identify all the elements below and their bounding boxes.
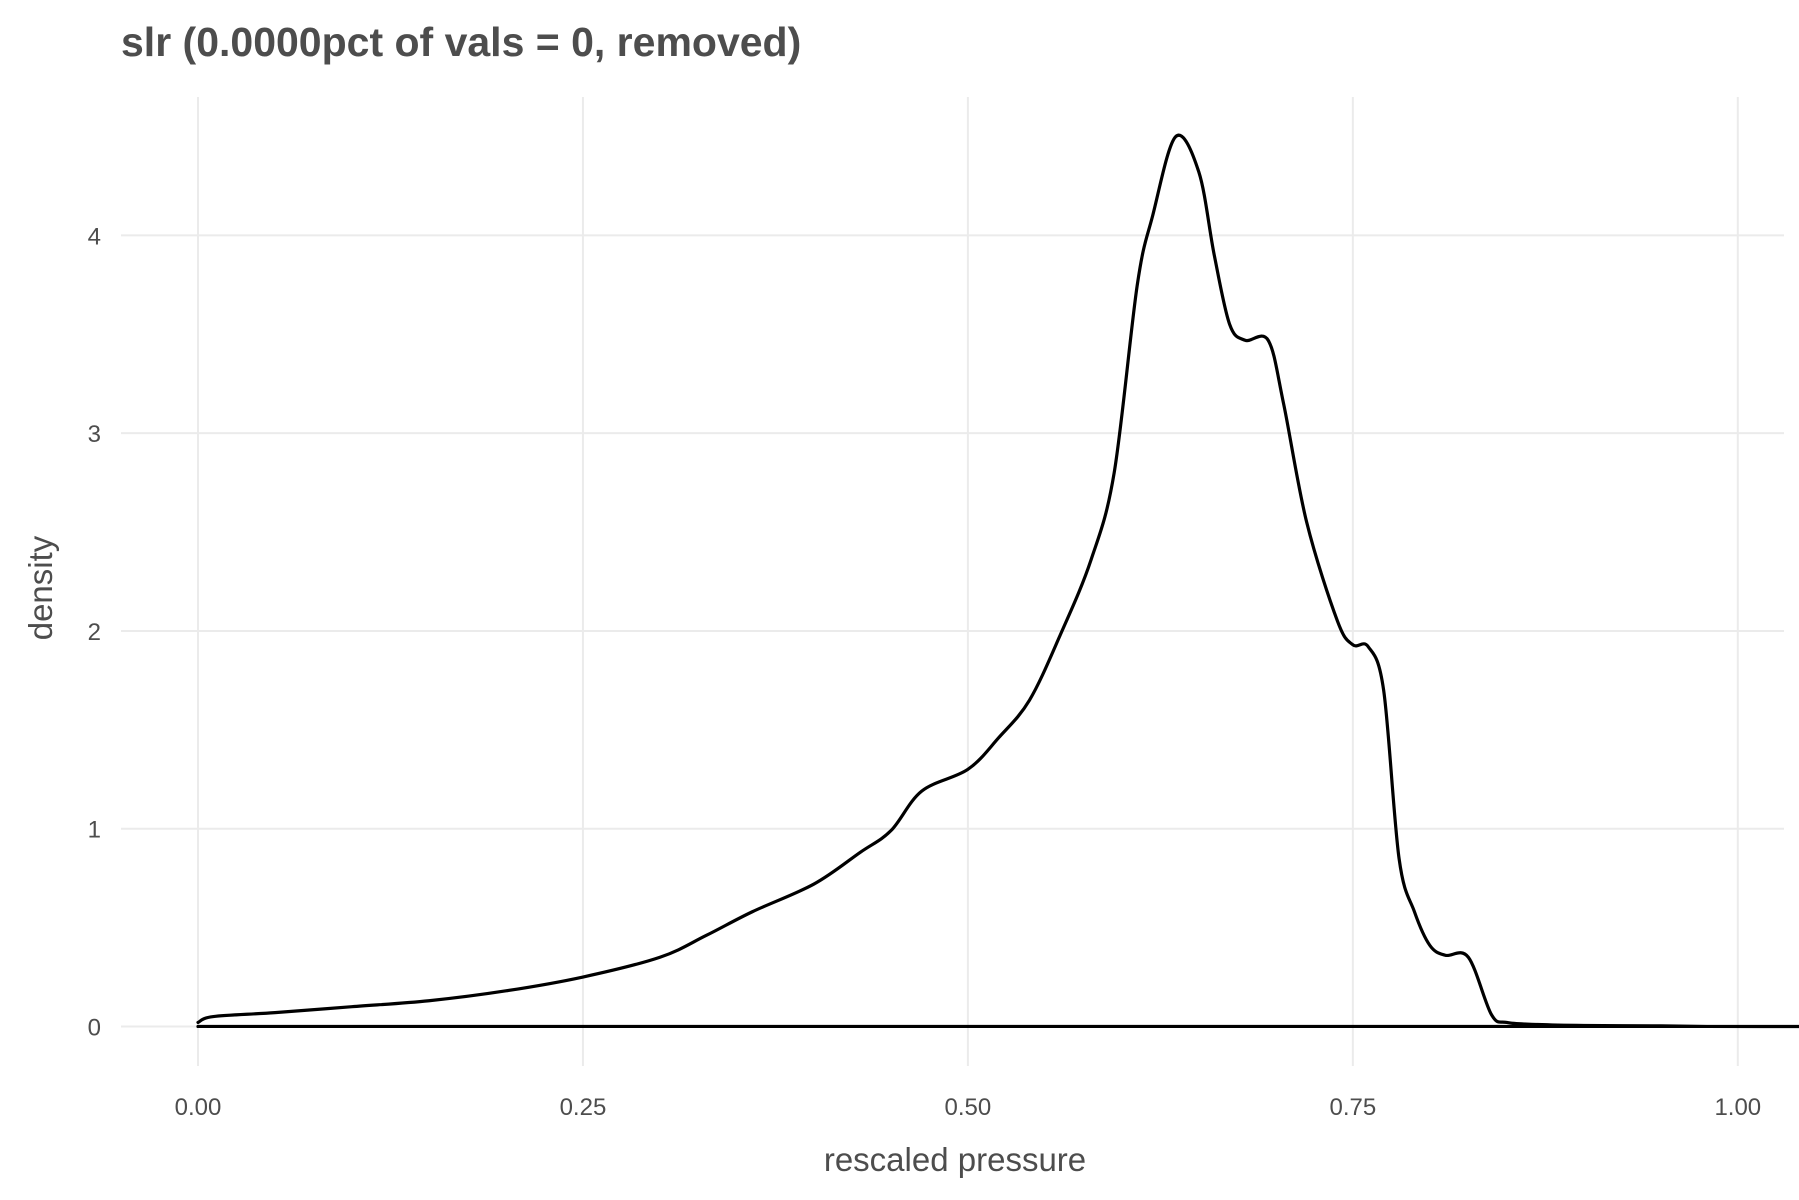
x-tick-label: 1.00 [1714,1094,1761,1121]
density-series [196,133,1799,1029]
y-tick-label: 0 [88,1014,101,1041]
y-tick-label: 1 [88,817,101,844]
y-axis-ticks: 0 1 2 3 4 [88,223,101,1041]
x-tick-label: 0.25 [560,1094,607,1121]
x-axis-ticks: 0.00 0.25 0.50 0.75 1.00 [175,1094,1762,1121]
density-curve [196,133,1799,1029]
x-tick-label: 0.50 [945,1094,992,1121]
grid-lines [121,97,1784,1066]
x-axis-title: rescaled pressure [824,1141,1086,1178]
y-axis-title: density [22,535,59,640]
chart-title: slr (0.0000pct of vals = 0, removed) [121,19,801,65]
x-tick-label: 0.00 [175,1094,222,1121]
y-tick-label: 2 [88,619,101,646]
y-tick-label: 4 [88,223,101,250]
y-tick-label: 3 [88,421,101,448]
x-tick-label: 0.75 [1329,1094,1376,1121]
